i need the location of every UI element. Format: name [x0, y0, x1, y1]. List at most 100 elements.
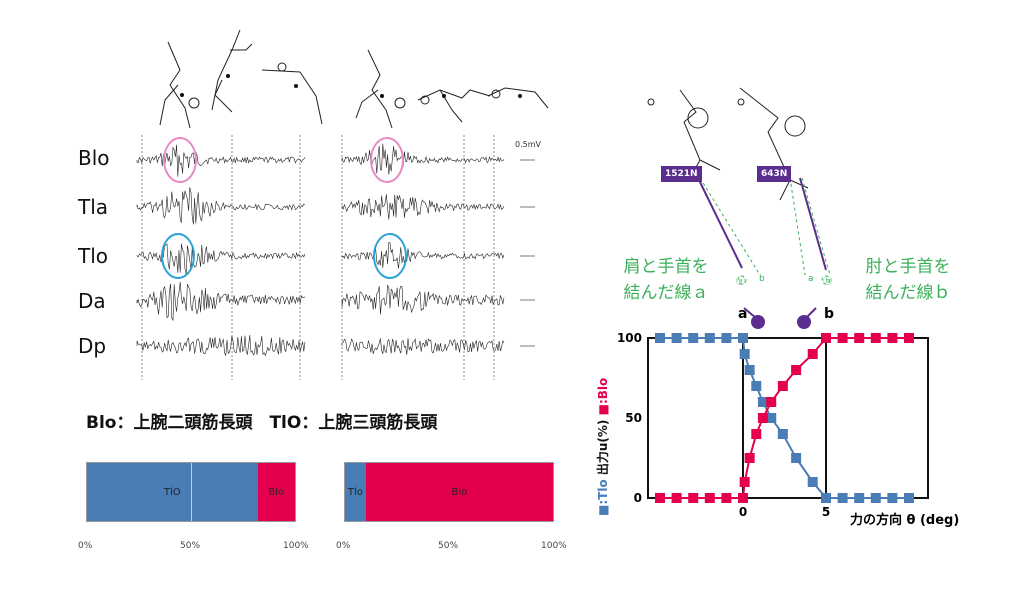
ratio-axis-left-0: 0% [78, 541, 93, 551]
data-point-blo [887, 333, 898, 343]
ratio-bar-right-seg-tlo: Tlo [345, 463, 366, 521]
data-point-blo [821, 333, 831, 343]
emg-trace [136, 281, 306, 322]
ratio-bar-left: TlO Blo [86, 462, 296, 522]
data-point-tlo [757, 397, 768, 407]
ylabel-blue: ■:Tlo [596, 479, 610, 516]
data-point-blo [671, 493, 682, 503]
data-point-blo [757, 413, 768, 423]
emg-highlight-ellipse [370, 137, 404, 183]
emg-label-dp: Dp [78, 334, 107, 358]
data-point-tlo [688, 333, 699, 343]
emg-highlight-ellipse [161, 233, 195, 279]
data-point-tlo [777, 429, 788, 439]
data-point-tlo [887, 493, 898, 503]
ratio-axis-right-100: 100% [541, 541, 567, 551]
data-point-blo [739, 477, 750, 487]
chart-xlabel: 力の方向 θ (deg) [850, 513, 960, 528]
output-chart: 0 50 100 0 5 [617, 331, 929, 519]
emg-label-blo: Blo [78, 146, 110, 170]
data-point-tlo [744, 365, 755, 375]
data-point-blo [870, 333, 881, 343]
ratio-bar-right-seg-blo: Blo [365, 463, 553, 521]
ratio-bar-right: Tlo Blo [344, 462, 554, 522]
data-point-blo [791, 365, 802, 375]
force-arm-diagrams [647, 87, 831, 329]
x-tick-label: 0 [739, 505, 747, 519]
force-badge-left: 1521N [661, 166, 702, 182]
marker-a-small: a [808, 274, 814, 284]
emg-trace [136, 335, 306, 357]
marker-b-small: b [759, 274, 765, 284]
data-point-tlo [704, 333, 715, 343]
data-point-blo [688, 493, 699, 503]
data-point-blo [738, 493, 748, 503]
data-point-tlo [739, 349, 750, 359]
line-a-label: 肩と手首を 結んだ線ａ [623, 257, 709, 303]
data-point-tlo [738, 333, 748, 343]
chart-ylabel: ■:Tlo 出力u(%) ■:Blo [594, 356, 611, 516]
marker-b-label: b [824, 306, 835, 322]
data-point-tlo [671, 333, 682, 343]
emg-trace [341, 194, 505, 220]
data-point-tlo [837, 493, 848, 503]
emg-highlight-ellipse [373, 233, 407, 279]
emg-scale-label: 0.5mV [515, 140, 541, 149]
emg-trace [136, 187, 306, 225]
marker-circ-a: ⓐ [736, 277, 746, 287]
emg-highlight-ellipse [163, 137, 197, 183]
data-point-tlo [904, 493, 914, 503]
y-tick-label: 50 [625, 411, 642, 425]
emg-label-tlo: Tlo [78, 244, 109, 268]
ratio-axis-left-50: 50% [180, 541, 201, 551]
force-badge-right: 643N [757, 166, 792, 182]
emg-trace [341, 284, 505, 315]
ylabel-red: ■:Blo [596, 377, 610, 416]
arm-posture-drawings [159, 29, 549, 129]
ratio-axis-left-100: 100% [283, 541, 309, 551]
data-point-blo [854, 333, 865, 343]
ylabel-text: 出力u(%) [596, 419, 610, 476]
data-point-tlo [854, 493, 865, 503]
emg-trace [341, 143, 505, 175]
ratio-axis-right-0: 0% [336, 541, 351, 551]
emg-trace [136, 144, 306, 177]
data-point-blo [777, 381, 788, 391]
ratio-bar-left-seg-blo: Blo [257, 463, 295, 521]
x-tick-label: 5 [822, 505, 830, 519]
series-line-tlo [660, 337, 909, 499]
data-point-blo [766, 397, 777, 407]
y-tick-label: 0 [634, 491, 642, 505]
emg-label-da: Da [78, 289, 106, 313]
data-point-blo [704, 493, 715, 503]
data-point-blo [904, 333, 914, 343]
line-b-label: 肘と手首を 結んだ線ｂ [865, 257, 951, 303]
data-point-blo [655, 493, 665, 503]
series-line-blo [660, 337, 909, 499]
emg-trace [136, 243, 306, 275]
data-point-blo [751, 429, 762, 439]
data-point-tlo [807, 477, 818, 487]
data-point-tlo [766, 413, 777, 423]
data-point-tlo [791, 453, 802, 463]
y-tick-label: 100 [617, 331, 642, 345]
data-point-blo [837, 333, 848, 343]
data-point-blo [744, 453, 755, 463]
data-point-tlo [655, 333, 665, 343]
marker-a-label: a [738, 306, 748, 322]
data-point-tlo [821, 493, 831, 503]
data-point-blo [721, 493, 732, 503]
emg-trace [341, 338, 505, 355]
data-point-tlo [721, 333, 732, 343]
emg-label-tla: Tla [78, 195, 109, 219]
muscle-legend: Blo：上腕二頭筋長頭 TlO：上腕三頭筋長頭 [86, 413, 438, 433]
marker-circ-b: ⓑ [823, 277, 833, 287]
data-point-blo [807, 349, 818, 359]
emg-traces [136, 135, 535, 380]
data-point-tlo [751, 381, 762, 391]
data-point-tlo [870, 493, 881, 503]
plot-frame [647, 337, 929, 499]
emg-trace [341, 242, 505, 269]
ratio-bar-left-seg-tlo: TlO [87, 463, 259, 521]
ratio-axis-right-50: 50% [438, 541, 459, 551]
